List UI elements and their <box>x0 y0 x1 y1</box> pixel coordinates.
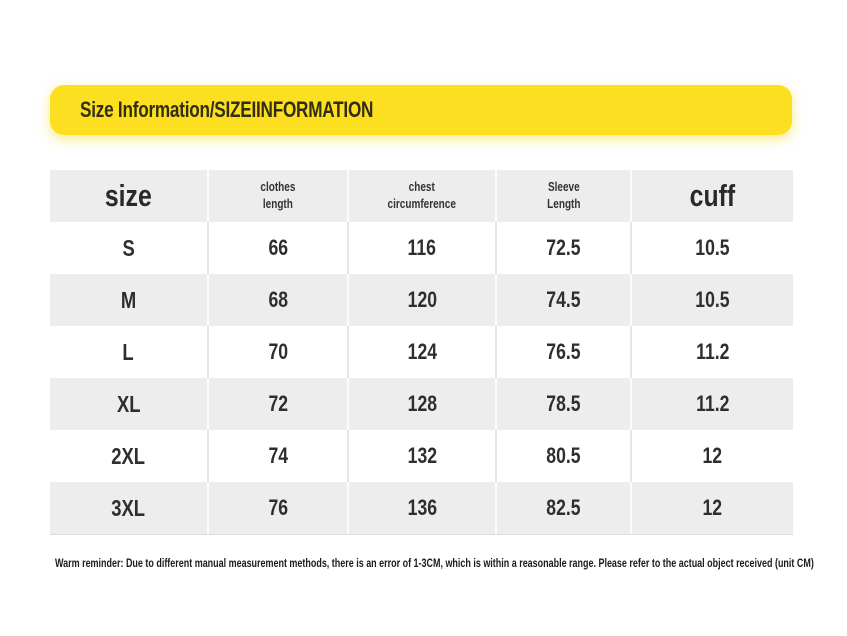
column-header-size: size <box>105 178 152 213</box>
table-cell: L <box>122 338 135 365</box>
table-cell: 2XL <box>111 442 146 469</box>
table-cell: 80.5 <box>495 430 630 482</box>
table-cell: 74.5 <box>495 274 630 326</box>
column-header-cuff: cuff <box>630 170 793 222</box>
table-row-m: M 68 120 74.5 10.5 <box>50 274 793 326</box>
column-header-clothes-length: clothes length <box>207 170 347 222</box>
table-cell: 82.5 <box>495 482 630 534</box>
table-cell: 74 <box>207 430 347 482</box>
table-header-row: size clothes length chest circumference … <box>50 170 793 222</box>
table-row-xl: XL 72 128 78.5 11.2 <box>50 378 793 430</box>
table-cell: 66 <box>207 222 347 274</box>
table-row-l: L 70 124 76.5 11.2 <box>50 326 793 378</box>
table-cell: 11.2 <box>630 326 793 378</box>
table-cell: 78.5 <box>495 378 630 430</box>
size-info-banner: Size Information/SIZEIINFORMATION <box>50 85 792 135</box>
table-cell: 70 <box>207 326 347 378</box>
table-cell: 68 <box>207 274 347 326</box>
table-cell: 12 <box>630 430 793 482</box>
table-cell: 72.5 <box>495 222 630 274</box>
column-header-sleeve-length: Sleeve Length <box>495 170 630 222</box>
table-row-3xl: 3XL 76 136 82.5 12 <box>50 482 793 534</box>
table-cell: 10.5 <box>630 222 793 274</box>
table-cell: 76.5 <box>495 326 630 378</box>
table-cell: 124 <box>347 326 495 378</box>
table-cell: 128 <box>347 378 495 430</box>
table-row-s: S 66 116 72.5 10.5 <box>50 222 793 274</box>
page-title: Size Information/SIZEIINFORMATION <box>80 97 374 122</box>
table-cell: 11.2 <box>630 378 793 430</box>
table-cell: 12 <box>630 482 793 534</box>
table-cell: S <box>122 234 135 261</box>
size-table: size clothes length chest circumference … <box>50 170 793 535</box>
table-cell: 116 <box>347 222 495 274</box>
column-header-chest-circumference: chest circumference <box>347 170 495 222</box>
table-cell: 76 <box>207 482 347 534</box>
table-cell: 120 <box>347 274 495 326</box>
table-row-2xl: 2XL 74 132 80.5 12 <box>50 430 793 482</box>
table-cell: 72 <box>207 378 347 430</box>
table-cell: XL <box>116 390 141 417</box>
table-cell: 136 <box>347 482 495 534</box>
measurement-disclaimer: Warm reminder: Due to different manual m… <box>55 558 814 570</box>
table-cell: 3XL <box>111 494 146 521</box>
table-cell: 10.5 <box>630 274 793 326</box>
table-cell: 132 <box>347 430 495 482</box>
table-cell: M <box>120 286 137 313</box>
